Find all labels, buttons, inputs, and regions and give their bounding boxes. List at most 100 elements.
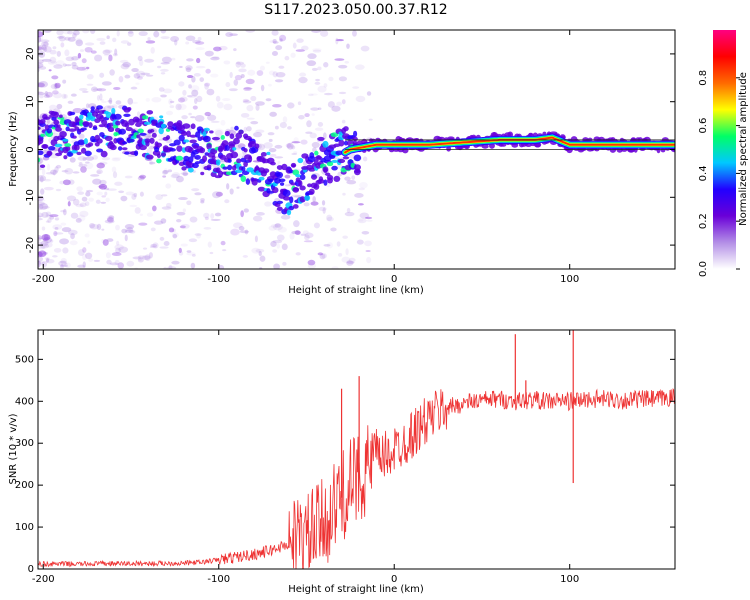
spectrogram-speckle — [38, 237, 43, 240]
spectrogram-speckle — [259, 65, 266, 71]
spectrogram-speckle — [185, 35, 196, 42]
spectrogram-speckle — [50, 83, 61, 90]
spectrogram-speckle — [210, 218, 221, 221]
spectrogram-speckle — [152, 205, 157, 212]
spectrogram-speckle — [186, 58, 194, 62]
spectrogram-blob — [69, 111, 76, 116]
spectrogram-speckle — [269, 40, 275, 43]
spectrogram-speckle — [291, 145, 296, 150]
spectrogram-speckle — [61, 169, 69, 173]
spectrogram-speckle — [358, 203, 364, 206]
spectrogram-speckle — [45, 214, 53, 218]
spectrogram-speckle — [317, 107, 322, 110]
spectrogram-speckle — [43, 179, 51, 182]
spectrogram-blob — [183, 139, 190, 143]
spectrogram-speckle — [243, 87, 253, 90]
spectrogram-blob — [292, 187, 300, 193]
spectrogram-speckle — [104, 219, 115, 224]
snr-series-line — [38, 387, 675, 569]
spectrogram-speckle — [66, 195, 77, 202]
spectrogram-speckle — [145, 74, 154, 77]
spectrogram-speckle — [54, 166, 59, 173]
spectrogram-blob — [94, 118, 101, 124]
spectrogram-speckle — [38, 199, 46, 202]
spectrogram-speckle — [125, 191, 135, 196]
spectrogram-speckle — [161, 206, 172, 210]
spectrogram-blob — [314, 156, 323, 160]
spectrogram-speckle — [170, 174, 180, 179]
spectrogram-speckle — [247, 69, 256, 76]
spectrogram-speckle — [96, 191, 103, 196]
spectrogram-speckle — [130, 86, 138, 90]
colorbar-tick-label: 0.8 — [698, 70, 709, 86]
spectrogram-speckle — [188, 84, 192, 89]
spectrogram-speckle — [185, 65, 193, 71]
spectrogram-speckle — [309, 132, 317, 139]
spectrogram-speckle — [161, 56, 172, 64]
spectrogram-speckle — [54, 232, 64, 235]
spectrogram-speckle — [72, 198, 80, 206]
spectrogram-speckle — [64, 36, 71, 41]
spectrogram-speckle — [200, 200, 205, 204]
spectrogram-speckle — [103, 187, 110, 191]
spectrogram-speckle — [235, 61, 245, 65]
spectrogram-blob — [118, 128, 127, 135]
spectrogram-blob — [73, 144, 80, 151]
spectrogram-blob — [292, 169, 300, 176]
spectrogram-speckle — [107, 99, 112, 103]
spectrogram-speckle — [354, 64, 365, 70]
spectrogram-blob — [354, 169, 361, 174]
colorbar-label: Normalized spectral amplitude — [738, 72, 749, 226]
spectrogram-speckle — [115, 247, 121, 254]
spectrogram-speckle — [45, 91, 53, 98]
spectrogram-speckle — [39, 35, 44, 41]
spectrogram-speckle — [293, 220, 300, 228]
spectrogram-speckle — [132, 101, 138, 104]
spectrogram-speckle — [269, 153, 277, 158]
spectrogram-speckle — [82, 261, 86, 269]
spectrogram-speckle — [150, 243, 158, 247]
spectrogram-speckle — [60, 42, 65, 48]
spectrogram-speckle — [103, 105, 112, 112]
spectrogram-speckle — [67, 229, 78, 236]
spectrogram-speckle — [215, 191, 223, 197]
spectrogram-speckle — [230, 126, 234, 131]
spectrogram-speckle — [207, 114, 217, 121]
spectrogram-speckle — [272, 249, 278, 253]
snr-y-tick-label: 400 — [15, 396, 34, 407]
spectrogram-speckle — [189, 216, 198, 223]
spectrogram-speckle — [311, 30, 321, 33]
spectrogram-blob — [326, 174, 334, 181]
spectrogram-speckle — [223, 60, 231, 65]
spectrogram-speckle — [107, 216, 114, 223]
spectrogram-x-ticks: -200 -100 0 100 — [32, 30, 579, 285]
spectrogram-speckle — [291, 141, 301, 144]
spectrogram-speckle — [322, 207, 326, 214]
spectrogram-speckle — [67, 100, 74, 104]
spectrogram-speckle — [67, 36, 76, 42]
spectrogram-speckle — [49, 214, 59, 218]
snr-x-tick-label: 100 — [560, 574, 579, 585]
spectrogram-blob — [353, 154, 362, 162]
spectrogram-speckle — [314, 81, 321, 85]
spectrogram-speckle — [334, 58, 345, 61]
spectrogram-speckle — [113, 86, 121, 90]
spectrogram-speckle — [68, 179, 75, 185]
spectrogram-speckle — [335, 39, 345, 42]
spectrogram-speckle — [101, 157, 111, 161]
spectrogram-speckle — [52, 255, 58, 258]
spectrogram-speckle — [192, 105, 198, 110]
spectrogram-speckle — [43, 41, 49, 48]
spectrogram-speckle — [71, 56, 79, 61]
spectrogram-speckle — [287, 102, 295, 109]
spectrogram-speckle — [268, 70, 275, 76]
spectrogram-speckle — [314, 127, 324, 131]
spectrogram-speckle — [292, 42, 297, 49]
spectrogram-speckle — [215, 129, 223, 137]
spectrogram-speckle — [149, 245, 157, 249]
spectrogram-speckle — [54, 226, 59, 230]
spectrogram-speckle — [359, 181, 368, 189]
spectrogram-blob — [72, 135, 77, 139]
spectrogram-speckle — [145, 97, 150, 102]
spectrogram-speckle — [85, 189, 94, 193]
